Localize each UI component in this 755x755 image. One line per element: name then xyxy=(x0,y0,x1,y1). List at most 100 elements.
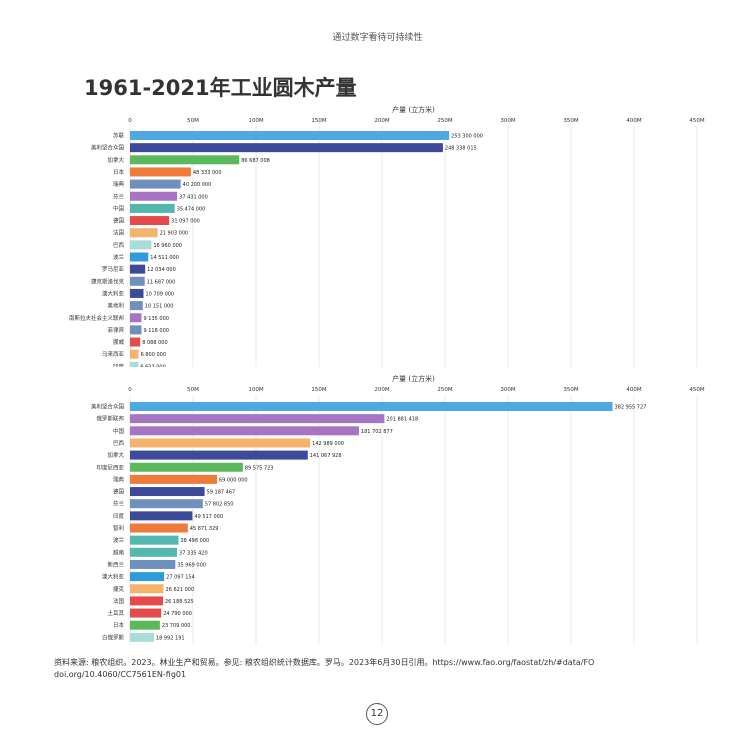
category-label: 日本 xyxy=(113,621,125,629)
category-label: 瑞典 xyxy=(113,180,125,188)
value-label: 18 992 191 xyxy=(156,635,185,641)
x-tick-label: 0 xyxy=(128,118,132,124)
value-label: 141 067 928 xyxy=(310,453,342,459)
category-label: 法国 xyxy=(113,229,125,237)
category-label: 巴西 xyxy=(113,440,125,447)
value-label: 37 431 000 xyxy=(179,194,208,200)
category-label: 中国 xyxy=(113,427,125,435)
bar xyxy=(130,179,181,189)
bar xyxy=(130,288,144,298)
bar xyxy=(130,474,217,484)
category-label: 美利坚合众国 xyxy=(91,144,125,152)
bar-chart-2021: 产量 (立方米) 0 50M 100M 150M 200M 250M 300M 350M 400M… xyxy=(91,375,705,645)
bar xyxy=(130,572,165,582)
category-label: 罗马尼亚 xyxy=(102,265,125,273)
value-label: 10 709 000 xyxy=(145,291,174,297)
category-label: 智利 xyxy=(113,524,124,532)
bar xyxy=(130,499,203,509)
bar xyxy=(130,426,359,436)
bar xyxy=(130,252,149,262)
value-label: 9 118 000 xyxy=(143,328,168,334)
category-label: 新西兰 xyxy=(107,560,124,568)
category-label: 加拿大 xyxy=(107,156,124,164)
bar xyxy=(130,313,142,323)
bar xyxy=(130,547,178,557)
value-label: 49 517 000 xyxy=(194,514,223,520)
bar xyxy=(130,462,243,472)
category-label: 波兰 xyxy=(113,536,125,544)
value-label: 8 088 000 xyxy=(142,340,167,346)
category-label: 苏联 xyxy=(113,132,125,140)
value-label: 24 790 000 xyxy=(163,611,192,617)
bar xyxy=(130,240,152,250)
category-label: 中国 xyxy=(113,204,125,212)
bar xyxy=(130,511,193,521)
value-label: 69 000 000 xyxy=(219,477,248,483)
category-label: 德国 xyxy=(113,217,125,225)
value-label: 9 135 000 xyxy=(144,316,169,322)
category-label: 芬兰 xyxy=(113,192,125,200)
bar xyxy=(130,596,163,606)
bar xyxy=(130,143,443,153)
bar xyxy=(130,216,170,226)
value-label: 21 903 000 xyxy=(160,231,189,237)
x-tick-label: 350M xyxy=(563,118,578,124)
value-label: 86 687 008 xyxy=(241,158,270,164)
value-label: 11 687 000 xyxy=(147,279,176,285)
category-label: 印度尼西亚 xyxy=(96,463,124,471)
bar xyxy=(130,203,175,213)
category-label: 瑞典 xyxy=(113,475,125,483)
x-tick-label: 350M xyxy=(563,387,578,393)
bar xyxy=(130,167,191,177)
bar xyxy=(130,361,139,367)
value-label: 26 621 000 xyxy=(166,587,195,593)
value-label: 26 188 525 xyxy=(165,599,194,605)
value-label: 35 969 000 xyxy=(177,562,206,568)
category-label: 越南 xyxy=(113,548,125,556)
value-label: 31 097 000 xyxy=(171,219,200,225)
category-label: 俄罗斯联邦 xyxy=(96,415,124,423)
bar xyxy=(130,155,240,165)
category-label: 马来西亚 xyxy=(102,350,125,358)
value-label: 48 333 000 xyxy=(193,170,222,176)
bar xyxy=(130,450,308,460)
bar xyxy=(130,276,145,286)
bar xyxy=(130,349,139,359)
bar xyxy=(130,402,613,411)
chart-title: 1961-2021年工业圆木产量 xyxy=(84,76,357,100)
bar-chart-1961: 产量 (立方米) 0 50M 100M 150M 200M 250M 300M 350M 400M… xyxy=(69,105,705,367)
category-label: 捷克 xyxy=(113,585,125,593)
value-label: 59 187 467 xyxy=(207,490,236,496)
bar xyxy=(130,264,146,274)
x-tick-label: 400M xyxy=(626,387,641,393)
category-label: 白俄罗斯 xyxy=(102,633,125,641)
x-axis-title: 产量 (立方米) xyxy=(392,375,435,383)
value-label: 10 151 000 xyxy=(145,304,174,310)
x-tick-label: 450M xyxy=(689,387,704,393)
category-label: 土耳其 xyxy=(107,609,124,617)
category-label: 印度 xyxy=(113,362,125,367)
bar xyxy=(130,523,188,533)
value-label: 201 881 418 xyxy=(386,417,418,423)
bar xyxy=(130,301,143,311)
bar xyxy=(130,487,205,497)
category-label: 奥地利 xyxy=(107,302,124,310)
x-tick-label: 300M xyxy=(500,387,515,393)
running-header: 通过数字看待可持续性 xyxy=(332,33,423,43)
x-tick-label: 450M xyxy=(689,118,704,124)
value-label: 16 960 000 xyxy=(153,243,182,249)
bar xyxy=(130,414,385,424)
value-label: 382 955 727 xyxy=(615,405,647,411)
category-label: 印度 xyxy=(113,512,125,520)
source-line-2: doi.org/10.4060/CC7561EN-fig01 xyxy=(54,670,187,679)
value-label: 45 871 329 xyxy=(190,526,219,532)
bar xyxy=(130,438,311,448)
bar xyxy=(130,337,141,347)
value-label: 35 474 000 xyxy=(177,206,206,212)
category-label: 美利坚合众国 xyxy=(91,403,125,411)
value-label: 14 511 000 xyxy=(150,255,179,261)
bar xyxy=(130,325,142,335)
x-tick-label: 150M xyxy=(311,118,326,124)
value-label: 142 989 000 xyxy=(312,441,344,447)
source-line-1: 资料来源: 粮农组织。2023。林业生产和贸易。参见: 粮农组织统计数据库。罗马… xyxy=(54,658,595,667)
